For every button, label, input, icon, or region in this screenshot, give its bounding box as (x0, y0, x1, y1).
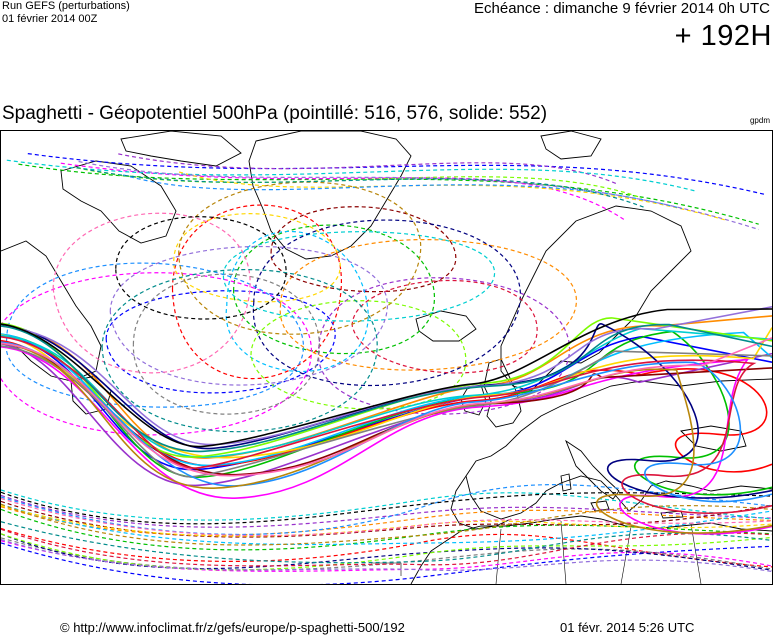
dashed-contour-516 (351, 280, 538, 374)
dashed-contour-516 (270, 206, 457, 293)
dashed-contour-516 (101, 269, 378, 433)
dashed-contour-576 (1, 527, 772, 568)
dashed-contour-576 (1, 505, 772, 537)
dashed-contour-516 (18, 163, 759, 225)
dashed-contour-576 (1, 497, 772, 537)
unit-label: gpdm (749, 116, 770, 125)
dashed-contour-516 (118, 153, 618, 185)
dashed-contour-516 (105, 290, 336, 394)
dashed-contour-516 (52, 212, 251, 374)
solid-contour-552 (1, 317, 772, 458)
dashed-contour-576 (1, 484, 772, 535)
dashed-contour-516 (6, 159, 696, 192)
spaghetti-map (0, 130, 773, 585)
coastline-svalbard (540, 131, 602, 160)
dashed-contour-576 (1, 528, 772, 567)
dashed-contour-516 (60, 162, 626, 221)
coastline-arctic-islands (120, 131, 242, 167)
dashed-contours (1, 153, 772, 584)
solid-contour-552 (1, 323, 772, 453)
solid-contours (1, 306, 772, 535)
dashed-contour-516 (250, 300, 467, 410)
solid-contour-552 (1, 334, 772, 471)
dashed-contour-516 (115, 216, 287, 320)
dashed-contour-576 (1, 537, 772, 571)
dashed-contour-516 (78, 160, 759, 231)
coastline-black-sea (680, 425, 747, 452)
dashed-contour-516 (222, 231, 496, 322)
dashed-contour-576 (1, 489, 772, 521)
dashed-contour-516 (178, 171, 728, 222)
dashed-contour-576 (1, 500, 772, 538)
solid-contour-552 (1, 336, 772, 514)
run-date: 01 février 2014 00Z (2, 13, 98, 25)
coastline-sardinia (560, 473, 572, 492)
footer-url: © http://www.infoclimat.fr/z/gefs/europe… (60, 620, 405, 635)
dashed-contour-576 (1, 503, 772, 546)
coastline-labrador (1, 240, 102, 382)
dashed-contour-516 (132, 273, 321, 415)
dashed-contour-516 (1, 272, 313, 436)
solid-contour-552 (1, 306, 772, 446)
solid-contour-552 (1, 341, 772, 503)
dashed-contour-576 (1, 506, 772, 536)
border-lines (371, 520, 702, 584)
coastline-west-africa (410, 550, 432, 584)
dashed-contour-576 (1, 491, 772, 525)
dashed-contour-576 (1, 539, 772, 573)
coastline-europe (465, 378, 772, 520)
dashed-contour-576 (1, 533, 772, 571)
valid-time: Echéance : dimanche 9 février 2014 0h UT… (474, 0, 770, 17)
footer-timestamp: 01 févr. 2014 5:26 UTC (560, 620, 695, 635)
dashed-contour-516 (27, 153, 767, 196)
dashed-contour-516 (253, 219, 521, 387)
dashed-contour-516 (178, 181, 422, 335)
dashed-contour-576 (1, 503, 772, 546)
map-title: Spaghetti - Géopotentiel 500hPa (pointil… (2, 103, 548, 124)
coastline-italy (565, 439, 620, 500)
dashed-contour-576 (1, 494, 772, 528)
dashed-contour-516 (76, 166, 645, 208)
dashed-contour-576 (1, 521, 772, 564)
coastline-greenland (248, 131, 412, 260)
coastline-baffin (60, 160, 177, 244)
dashed-contour-516 (225, 230, 369, 373)
solid-contour-552 (1, 337, 772, 477)
run-label: Run GEFS (perturbations) (2, 0, 130, 12)
coastline-sicily (590, 500, 610, 512)
dashed-contour-516 (109, 245, 388, 386)
dashed-contour-516 (233, 224, 435, 355)
solid-contour-552 (1, 308, 772, 448)
coastline-iceland (415, 310, 477, 342)
dashed-contour-516 (173, 213, 341, 303)
dashed-contour-516 (123, 174, 683, 210)
lead-time: + 192H (674, 20, 772, 52)
solid-contour-552 (1, 345, 772, 478)
dashed-contour-516 (279, 239, 577, 371)
map-canvas (1, 131, 772, 584)
dashed-contour-516 (76, 167, 643, 199)
